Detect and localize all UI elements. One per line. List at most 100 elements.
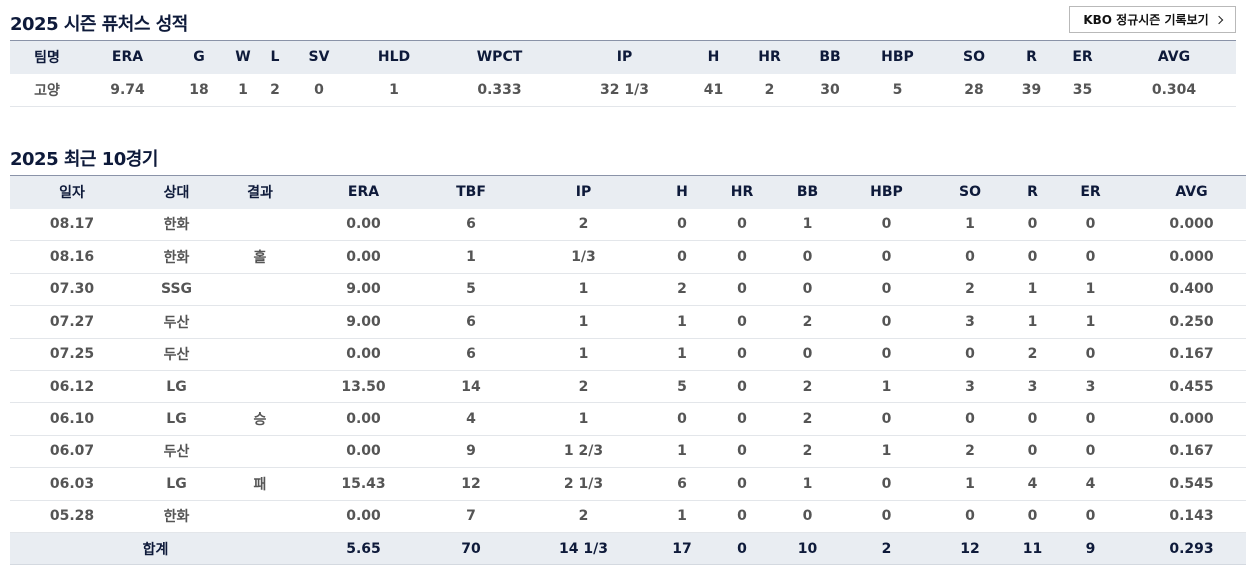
recent-cell-4: 5 [426, 273, 516, 307]
recent-cell-13: 0.455 [1127, 370, 1246, 404]
total-cell-11: 0.293 [1127, 532, 1246, 566]
header-hr-10: HR [758, 49, 781, 66]
total-cell-0: 합계 [10, 532, 301, 566]
recent-cell-8: 2 [771, 370, 844, 404]
recent-cell-0: 07.25 [10, 338, 134, 371]
table-row: 08.16 한화 홀 0.00 1 1/3 0 0 0 0 0 0 0 0.000 [10, 240, 1246, 274]
recent-cell-5: 2 [516, 370, 651, 404]
recent-cell-1: 한화 [134, 240, 219, 274]
total-cell-1: 5.65 [301, 532, 426, 566]
header-r-14: R [1026, 49, 1037, 66]
recent-cell-0: 06.12 [10, 370, 134, 404]
header-col-1: 상대 [163, 185, 190, 202]
recent-cell-11: 0 [1011, 402, 1054, 436]
table-row: 05.28 한화 0.00 7 2 1 0 0 0 0 0 0 0.143 [10, 500, 1246, 533]
kbo-regular-season-button[interactable]: KBO 정규시즌 기록보기 [1069, 6, 1236, 33]
recent-cell-11: 0 [1011, 208, 1054, 242]
season-cell-14: 39 [1010, 73, 1053, 107]
total-cell-9: 11 [1011, 532, 1054, 566]
total-cell-5: 0 [713, 532, 771, 566]
recent-cell-12: 0 [1054, 500, 1127, 533]
recent-cell-3: 13.50 [301, 370, 426, 404]
recent-cell-13: 0.167 [1127, 435, 1246, 469]
recent-cell-2: 홀 [219, 240, 301, 274]
recent-cell-0: 06.03 [10, 467, 134, 501]
total-row: 합계 5.65 70 14 1/3 17 0 10 2 12 11 9 0.293 [10, 532, 1246, 566]
recent-cell-7: 0 [713, 435, 771, 469]
header-g-2: G [193, 49, 205, 66]
header-sv-5: SV [308, 49, 330, 66]
recent-cell-9: 0 [844, 240, 929, 274]
recent-cell-3: 0.00 [301, 435, 426, 469]
recent-cell-11: 4 [1011, 467, 1054, 501]
header-era-1: ERA [111, 49, 144, 66]
recent-cell-10: 3 [929, 370, 1011, 404]
header-avg-16: AVG [1157, 49, 1191, 66]
recent-cell-9: 0 [844, 467, 929, 501]
recent-cell-2 [219, 370, 301, 404]
recent-cell-12: 1 [1054, 273, 1127, 307]
total-cell-10: 9 [1054, 532, 1127, 566]
recent-cell-8: 0 [771, 500, 844, 533]
recent-cell-12: 3 [1054, 370, 1127, 404]
recent-cell-1: LG [134, 402, 219, 436]
recent-cell-4: 7 [426, 500, 516, 533]
season-cell-5: 0 [291, 73, 347, 107]
recent-cell-9: 0 [844, 305, 929, 339]
recent-cell-13: 0.143 [1127, 500, 1246, 533]
recent-cell-12: 0 [1054, 240, 1127, 274]
recent-cell-13: 0.167 [1127, 338, 1246, 371]
recent-cell-10: 3 [929, 305, 1011, 339]
recent-games-table: 일자 상대 결과 ERA TBF IP H HR BB HBP SO R ER AVG 08.17 한화 0.… [10, 175, 1246, 566]
recent-cell-0: 08.16 [10, 240, 134, 274]
total-cell-3: 14 1/3 [516, 532, 651, 566]
season-cell-16: 0.304 [1112, 73, 1236, 107]
recent-cell-6: 1 [651, 435, 713, 469]
table-row: 06.03 LG 패 15.43 12 2 1/3 6 0 1 0 1 4 4 0.545 [10, 467, 1246, 501]
recent-cell-6: 1 [651, 500, 713, 533]
recent-cell-12: 0 [1054, 402, 1127, 436]
recent-cell-4: 4 [426, 402, 516, 436]
season-stats-table: 팀명 ERA G W L SV HLD WPCT IP H HR BB HBP SO R ER AVG 고양 9.… [10, 40, 1236, 107]
season-cell-11: 30 [803, 73, 857, 107]
recent-cell-4: 12 [426, 467, 516, 501]
recent-cell-12: 0 [1054, 208, 1127, 242]
recent-cell-8: 2 [771, 402, 844, 436]
recent-cell-0: 06.07 [10, 435, 134, 469]
recent-cell-10: 1 [929, 467, 1011, 501]
recent-cell-3: 9.00 [301, 273, 426, 307]
total-cell-8: 12 [929, 532, 1011, 566]
recent-cell-2: 패 [219, 467, 301, 501]
recent-cell-8: 2 [771, 305, 844, 339]
season-cell-2: 18 [171, 73, 227, 107]
recent-cell-13: 0.400 [1127, 273, 1246, 307]
header-hbp-12: HBP [881, 49, 914, 66]
recent-cell-13: 0.000 [1127, 208, 1246, 242]
recent-cell-10: 0 [929, 338, 1011, 371]
recent-cell-7: 0 [713, 500, 771, 533]
chevron-right-icon [1214, 15, 1223, 24]
recent-cell-4: 6 [426, 338, 516, 371]
season-cell-9: 41 [691, 73, 736, 107]
total-cell-4: 17 [651, 532, 713, 566]
recent-cell-2: 승 [219, 402, 301, 436]
recent-cell-13: 0.000 [1127, 402, 1246, 436]
header-wpct-7: WPCT [476, 49, 523, 66]
season-cell-13: 28 [938, 73, 1010, 107]
recent-cell-4: 6 [426, 208, 516, 242]
recent-games-title: 2025 최근 10경기 [10, 149, 158, 170]
recent-cell-11: 3 [1011, 370, 1054, 404]
recent-cell-4: 1 [426, 240, 516, 274]
header-tbf-4: TBF [456, 184, 486, 201]
recent-cell-9: 1 [844, 435, 929, 469]
header-so-13: SO [963, 49, 985, 66]
recent-cell-5: 1/3 [516, 240, 651, 274]
recent-cell-5: 2 [516, 500, 651, 533]
recent-cell-3: 0.00 [301, 500, 426, 533]
recent-cell-0: 05.28 [10, 500, 134, 533]
recent-cell-11: 0 [1011, 435, 1054, 469]
recent-cell-1: SSG [134, 273, 219, 307]
recent-cell-3: 0.00 [301, 240, 426, 274]
recent-cell-5: 1 [516, 273, 651, 307]
recent-cell-8: 1 [771, 467, 844, 501]
